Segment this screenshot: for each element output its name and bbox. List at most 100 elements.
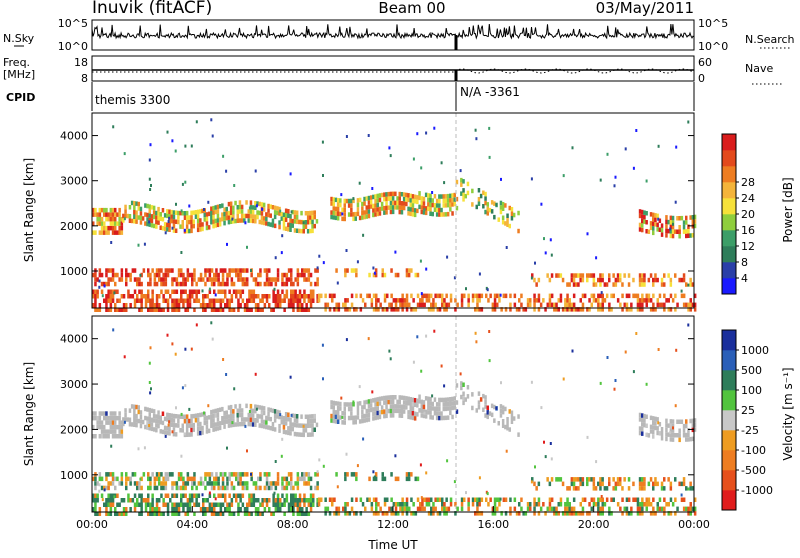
power-cell [301, 268, 304, 273]
power-cell [374, 194, 377, 199]
velocity-cell [366, 497, 369, 502]
power-cell [572, 273, 576, 278]
power-cell [424, 206, 428, 211]
velocity-cell [239, 481, 242, 486]
power-cell [566, 282, 569, 287]
power-cell [105, 298, 108, 303]
velocity-cell [510, 410, 514, 415]
colorbar-segment [722, 150, 736, 167]
velocity-cell [271, 408, 275, 413]
velocity-cell [508, 409, 511, 414]
velocity-cell [140, 498, 143, 503]
velocity-cell [303, 498, 306, 503]
power-cell [638, 213, 642, 219]
power-cell [111, 277, 115, 282]
velocity-cell [163, 416, 167, 422]
velocity-cell [549, 442, 552, 445]
velocity-cell [656, 506, 659, 512]
power-cell [166, 303, 170, 308]
power-cell [100, 225, 104, 231]
velocity-cell [98, 476, 102, 482]
power-cell [510, 207, 514, 212]
power-cell [332, 197, 335, 202]
power-cell [142, 294, 146, 299]
power-cell [328, 293, 332, 299]
velocity-cell [355, 497, 358, 502]
velocity-cell [291, 422, 294, 427]
power-cell [217, 289, 220, 294]
power-cell [112, 125, 115, 129]
velocity-cell [577, 477, 580, 482]
power-cell [347, 212, 351, 217]
velocity-cell [312, 498, 315, 503]
velocity-cell [213, 476, 216, 482]
velocity-cell [678, 433, 681, 438]
velocity-cell [118, 424, 121, 430]
velocity-cell [544, 511, 547, 516]
velocity-cell [412, 360, 415, 364]
power-cell [343, 198, 346, 204]
velocity-cell [232, 485, 236, 491]
power-cell [111, 221, 115, 226]
power-cell [247, 209, 250, 214]
velocity-cell [205, 415, 209, 421]
power-cell [204, 307, 207, 312]
velocity-cell [601, 506, 604, 512]
power-cell [265, 216, 268, 222]
velocity-cell [180, 502, 183, 507]
velocity-cell [292, 502, 295, 507]
power-cell [224, 281, 227, 287]
power-cell [422, 205, 426, 211]
velocity-cell [425, 502, 429, 507]
power-cell [111, 225, 115, 231]
velocity-cell [105, 429, 108, 434]
velocity-cell [162, 481, 165, 486]
power-cell [257, 294, 260, 299]
velocity-cell [401, 511, 404, 516]
velocity-cell [377, 502, 380, 507]
velocity-cell [229, 418, 233, 423]
power-cell [221, 212, 224, 217]
power-cell [488, 155, 491, 159]
velocity-cell [392, 511, 396, 516]
power-cell [262, 220, 266, 226]
velocity-cell [196, 422, 200, 427]
velocity-cell [239, 472, 242, 477]
power-cell [682, 277, 686, 283]
power-cell [183, 228, 186, 232]
velocity-colorbar-label: Velocity [m s⁻¹] [781, 367, 795, 460]
power-cell [687, 283, 690, 287]
velocity-cell [645, 502, 648, 507]
velocity-cell [493, 511, 497, 516]
velocity-cell [385, 400, 388, 405]
colorbar-tick-label: -25 [741, 424, 759, 437]
power-cell [225, 169, 228, 173]
velocity-cell [237, 481, 240, 486]
power-cell [181, 182, 184, 186]
velocity-cell [375, 511, 378, 516]
power-cell [671, 220, 675, 225]
power-cell [401, 302, 404, 308]
power-cell [599, 307, 602, 312]
velocity-cell [226, 476, 229, 482]
velocity-cell [424, 409, 428, 415]
velocity-cell [657, 348, 660, 351]
power-cell [238, 218, 242, 223]
colorbar-frame [721, 329, 737, 511]
power-cell [627, 307, 631, 312]
velocity-cell [114, 434, 117, 439]
power-cell [652, 307, 655, 312]
power-cell [215, 307, 218, 312]
power-cell [422, 210, 426, 215]
power-cell [278, 206, 281, 212]
power-cell [199, 272, 203, 278]
velocity-cell [138, 493, 141, 498]
power-cell [365, 205, 368, 210]
velocity-cell [148, 412, 151, 417]
power-cell [420, 196, 423, 201]
power-cell [144, 221, 147, 226]
velocity-cell [168, 417, 171, 422]
power-cell [504, 203, 507, 208]
velocity-cell [292, 511, 295, 516]
velocity-cell [175, 493, 179, 498]
